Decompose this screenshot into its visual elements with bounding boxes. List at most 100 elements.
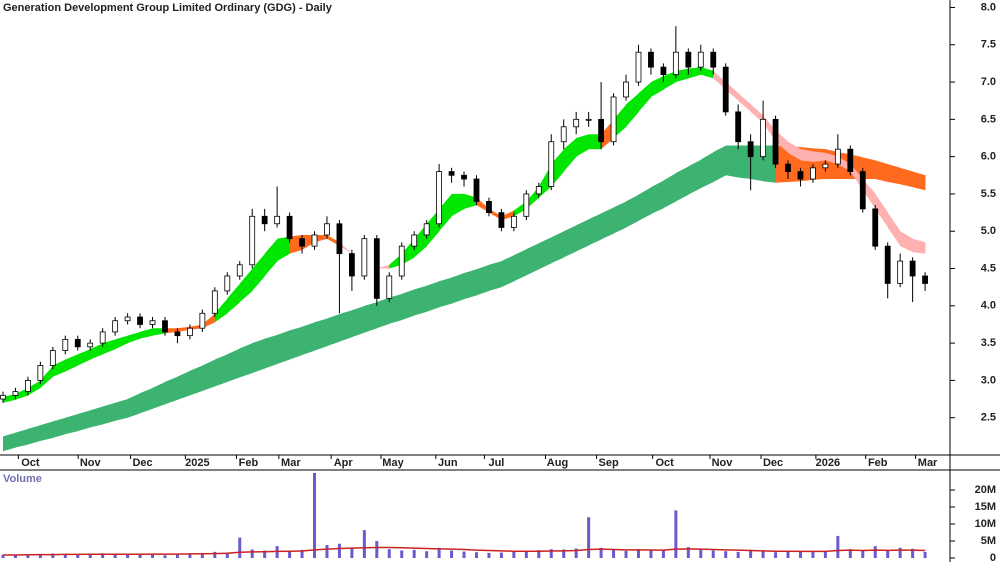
volume-bar — [612, 549, 616, 558]
candle-body — [25, 380, 31, 392]
volume-bar — [524, 550, 528, 558]
volume-bar — [113, 554, 117, 558]
candle-body — [810, 167, 816, 180]
band-segment — [376, 297, 390, 329]
band-segment — [102, 402, 116, 425]
volume-bar — [487, 552, 491, 558]
band-segment — [264, 334, 278, 369]
band-segment — [52, 417, 66, 438]
y-tick-label: 7.5 — [981, 39, 996, 51]
candle-body — [436, 171, 443, 225]
x-tick-label: Jul — [488, 457, 504, 469]
band-segment — [526, 243, 540, 276]
band-segment — [812, 151, 826, 162]
band-segment — [15, 428, 29, 448]
volume-bar — [873, 546, 877, 558]
band-segment — [451, 193, 465, 217]
y-tick-label: 5M — [981, 535, 996, 547]
band-segment — [626, 93, 639, 127]
candle-body — [685, 51, 692, 68]
band-segment — [488, 261, 502, 291]
candle-body — [361, 238, 368, 277]
band-segment — [314, 234, 328, 243]
volume-bar — [774, 552, 778, 558]
volume-bar — [225, 552, 229, 558]
band-segment — [164, 376, 178, 405]
band-segment — [439, 193, 452, 232]
volume-bar — [300, 549, 304, 558]
band-segment — [90, 406, 104, 428]
candle-body — [710, 51, 717, 68]
band-segment — [214, 298, 228, 323]
candle-body — [760, 118, 766, 158]
volume-bar — [636, 549, 640, 558]
volume-bar — [549, 549, 553, 558]
band-segment — [65, 413, 79, 435]
band-segment — [214, 354, 228, 387]
candle-body — [598, 118, 605, 143]
candle-body — [261, 215, 268, 225]
x-tick-label: Apr — [334, 457, 354, 469]
band-segment — [638, 82, 652, 112]
x-tick-label: Feb — [239, 457, 259, 469]
candle-body — [648, 51, 654, 68]
band-segment — [115, 399, 128, 421]
band-segment — [501, 255, 515, 288]
band-segment — [2, 393, 16, 403]
volume-bar — [13, 555, 17, 558]
volume-bar — [836, 535, 840, 558]
volume-bar — [250, 549, 254, 558]
volume-bar — [823, 551, 827, 558]
candle-body — [224, 275, 231, 292]
candle-body — [386, 275, 393, 299]
band-segment — [227, 348, 241, 382]
band-segment — [551, 231, 565, 264]
band-segment — [289, 326, 303, 360]
x-tick-label: Oct — [655, 457, 674, 469]
volume-bar — [923, 551, 927, 558]
volume-bar — [200, 552, 204, 558]
candle-body — [722, 66, 729, 113]
band-segment — [912, 171, 926, 191]
candle-body — [286, 215, 293, 240]
band-segment — [202, 313, 216, 329]
band-segment — [613, 104, 627, 138]
band-segment — [862, 179, 876, 209]
volume-bar — [362, 530, 366, 558]
volume-bar — [736, 551, 740, 558]
volume-bar — [599, 547, 603, 558]
band-segment — [538, 237, 552, 270]
band-segment — [750, 104, 764, 124]
band-segment — [2, 432, 16, 452]
candle-body — [486, 200, 492, 213]
candle-body — [473, 178, 480, 202]
band-segment — [638, 187, 652, 221]
candle-body — [299, 238, 305, 247]
candle-body — [211, 290, 218, 314]
candle-body — [174, 331, 181, 337]
y-tick-label: 20M — [975, 484, 996, 496]
x-tick-label: 2026 — [816, 457, 840, 469]
candle-body — [884, 245, 891, 284]
y-tick-label: 6.5 — [981, 113, 996, 125]
band-segment — [887, 212, 901, 247]
band-segment — [576, 134, 590, 157]
band-segment — [700, 152, 714, 188]
band-segment — [650, 180, 664, 215]
volume-bar — [474, 552, 478, 558]
volume-bar — [587, 517, 591, 558]
band-segment — [551, 149, 565, 187]
volume-bar — [101, 553, 105, 558]
candle-body — [822, 163, 829, 169]
band-segment — [52, 359, 66, 377]
candle-body — [12, 391, 19, 396]
volume-title: Volume — [3, 473, 42, 485]
candle-body — [0, 394, 6, 400]
band-segment — [252, 253, 266, 291]
band-segment — [563, 225, 577, 258]
y-tick-label: 8.0 — [981, 1, 996, 13]
band-segment — [376, 264, 390, 269]
band-segment — [650, 76, 664, 97]
band-segment — [900, 231, 914, 253]
